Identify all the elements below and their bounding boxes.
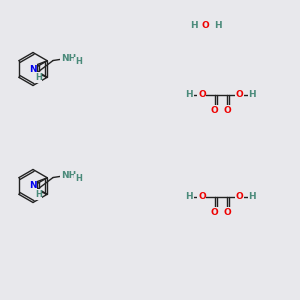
Text: H: H (248, 192, 256, 201)
Text: H: H (75, 174, 82, 183)
Text: N: N (29, 64, 37, 74)
Text: N: N (29, 182, 37, 190)
Text: H: H (185, 90, 193, 99)
Text: H: H (75, 57, 82, 66)
Text: H: H (248, 90, 256, 99)
Text: H: H (35, 73, 42, 82)
Text: H: H (214, 21, 221, 30)
Text: O: O (211, 208, 218, 217)
Text: H: H (35, 190, 42, 199)
Text: O: O (223, 106, 231, 115)
Text: O: O (198, 90, 206, 99)
Text: NH: NH (61, 171, 76, 180)
Text: O: O (211, 106, 218, 115)
Text: O: O (236, 192, 244, 201)
Text: O: O (198, 192, 206, 201)
Text: H: H (185, 192, 193, 201)
Text: O: O (236, 90, 244, 99)
Text: O: O (202, 21, 209, 30)
Text: O: O (223, 208, 231, 217)
Text: NH: NH (61, 54, 76, 63)
Text: H: H (190, 21, 197, 30)
